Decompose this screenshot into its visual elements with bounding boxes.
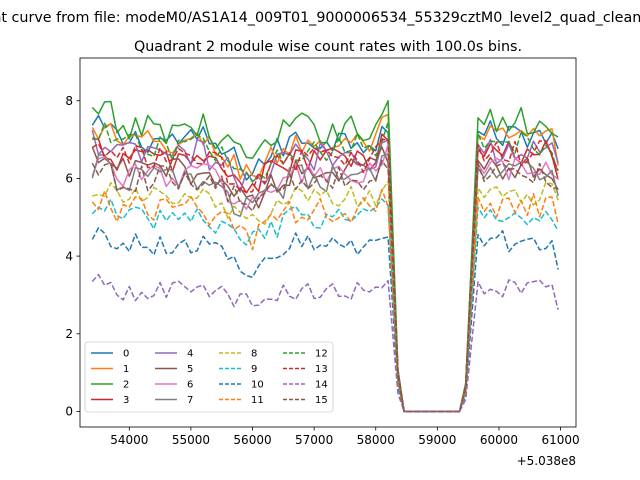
y-tick-label: 8 [65,94,73,108]
series-line-4 [91,130,559,413]
axes: 54000 55000 56000 57000 58000 59000 60000 61000… [65,57,580,447]
legend-label-15: 15 [315,395,328,406]
legend-label-0: 0 [123,349,129,360]
x-tick-label: 59000 [418,433,456,447]
plot-frame [79,57,577,428]
x-tick-label: 60000 [480,433,518,447]
x-tick-label: 54000 [110,433,148,447]
legend-label-13: 13 [315,364,328,375]
series-line-6 [91,144,559,413]
legend-label-4: 4 [187,349,193,360]
series-line-9 [91,198,559,413]
x-axis-offset-label: +5.038e8 [517,454,576,468]
legend-label-5: 5 [187,364,193,375]
legend-label-10: 10 [251,380,264,391]
legend-label-6: 6 [187,380,193,391]
y-tick-label: 2 [65,327,73,341]
series-line-12 [92,121,559,413]
y-tick-label: 0 [65,405,73,419]
figure-suptitle: Light curve from file: modeM0/AS1A14_009… [0,10,640,26]
x-tick-label: 57000 [295,433,333,447]
series-line-14 [91,273,559,413]
y-tick-label: 6 [65,172,73,186]
series-line-11 [91,188,559,413]
x-tick-label: 61000 [542,433,580,447]
legend-label-11: 11 [251,395,264,406]
legend-label-3: 3 [123,395,129,406]
legend-label-1: 1 [123,364,129,375]
legend-label-14: 14 [315,380,328,391]
legend-label-12: 12 [315,349,328,360]
legend-box [84,341,334,413]
legend-label-8: 8 [251,349,257,360]
series-line-3 [92,133,559,413]
series-line-10 [91,227,559,413]
legend-label-2: 2 [123,380,129,391]
x-tick-label: 55000 [172,433,210,447]
series-layer [91,100,559,413]
x-tick-label: 58000 [357,433,395,447]
series-line-15 [91,159,559,413]
series-line-8 [92,180,559,413]
legend-label-7: 7 [187,395,193,406]
x-tick-label: 56000 [233,433,271,447]
y-tick-label: 4 [65,249,73,263]
legend-label-9: 9 [251,364,257,375]
chart-title: Quadrant 2 module wise count rates with … [134,39,522,55]
